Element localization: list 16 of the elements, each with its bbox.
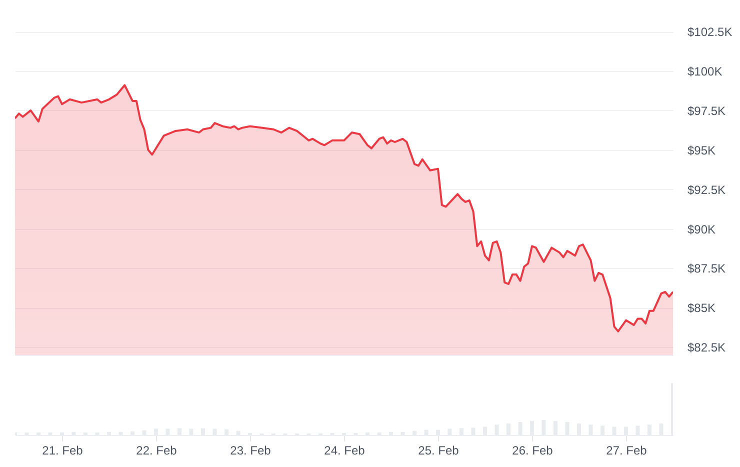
x-tick-label: 21. Feb (42, 444, 84, 458)
y-tick-label: $90K (688, 222, 716, 236)
y-tick-label: $102.5K (688, 25, 732, 40)
y-tick-label: $95K (688, 143, 716, 158)
y-tick-label: $82.5K (688, 340, 726, 355)
x-tick-label: 26. Feb (512, 444, 554, 458)
y-tick-label: $92.5K (688, 182, 726, 197)
y-tick-label: $85K (688, 301, 716, 316)
x-tick-label: 23. Feb (230, 444, 272, 458)
y-tick-label: $87.5K (688, 262, 726, 276)
y-tick-label: $100K (688, 64, 722, 78)
y-tick-label: $97.5K (688, 104, 726, 118)
x-tick-label: 25. Feb (418, 444, 460, 458)
x-tick-label: 22. Feb (136, 444, 178, 458)
x-tick-label: 24. Feb (324, 444, 366, 458)
x-tick-label: 27. Feb (606, 444, 648, 458)
